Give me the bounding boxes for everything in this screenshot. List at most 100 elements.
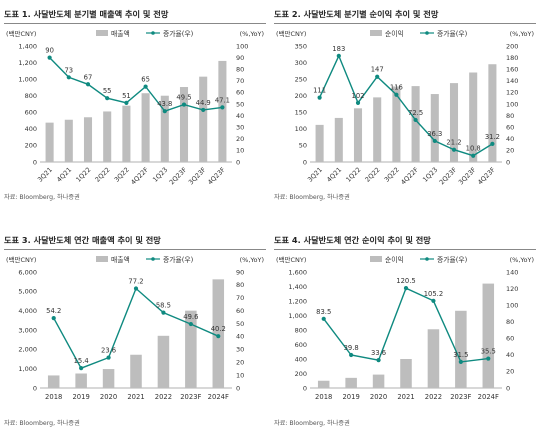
y-tick-right: 120 — [506, 89, 518, 97]
x-tick-label: 2023F — [450, 393, 471, 401]
growth-point — [162, 109, 167, 114]
y-tick-left: 300 — [295, 59, 307, 67]
y-tick-left: 1,000 — [18, 365, 37, 373]
legend-line-marker — [151, 31, 155, 35]
y-tick-left: 200 — [295, 370, 307, 378]
chart-title: 도표 1. 사달반도체 분기별 매출액 추이 및 전망 — [4, 9, 169, 19]
bar — [353, 108, 363, 162]
title-divider — [274, 249, 536, 250]
data-label: 10.8 — [466, 145, 481, 153]
growth-point — [181, 102, 187, 107]
y-tick-right: 100 — [506, 301, 518, 309]
legend-line-marker — [151, 257, 155, 261]
growth-point — [106, 355, 111, 360]
right-axis-unit: (%,YoY) — [240, 30, 264, 38]
growth-point — [471, 153, 476, 158]
y-tick-left: 600 — [25, 109, 37, 117]
legend-bar-swatch — [370, 256, 382, 262]
growth-point — [458, 359, 463, 364]
data-label: 49.6 — [183, 313, 198, 321]
right-axis-unit: (%,YoY) — [510, 30, 534, 38]
bar — [469, 72, 478, 162]
legend-bar-label: 순이익 — [385, 255, 404, 264]
data-label: 43.8 — [157, 100, 172, 108]
y-tick-right: 30 — [236, 346, 244, 354]
data-label: 21.2 — [446, 139, 461, 147]
growth-point — [188, 321, 193, 327]
y-tick-left: 2,000 — [18, 346, 37, 354]
growth-point — [216, 334, 221, 339]
x-tick-label: 2019 — [72, 393, 89, 401]
data-label: 90 — [45, 47, 54, 55]
chart-svg: (백만CNY) (%,YoY)순이익 증가율(우)02004006008001,00… — [276, 255, 534, 401]
growth-point — [220, 105, 225, 110]
data-label: 31.5 — [453, 351, 468, 359]
data-label: 111 — [313, 87, 326, 95]
data-label: 73 — [64, 66, 73, 74]
bar — [411, 86, 420, 162]
y-tick-left: 4,000 — [18, 307, 37, 315]
growth-point — [201, 107, 206, 113]
source-note: 자료: Bloomberg, 하나증권 — [274, 194, 350, 201]
left-axis-unit: (백만CNY) — [276, 29, 306, 38]
x-tick-label: 4Q22F — [399, 166, 420, 187]
x-tick-label: 1Q22 — [344, 166, 362, 184]
y-tick-right: 100 — [506, 100, 518, 108]
y-tick-right: 160 — [506, 66, 518, 74]
source-note: 자료: Bloomberg, 하나증권 — [274, 420, 350, 427]
y-tick-right: 90 — [236, 268, 244, 276]
bar — [160, 95, 169, 162]
y-tick-left: 1,600 — [288, 268, 307, 276]
y-tick-right: 100 — [236, 42, 248, 50]
chart-panel-1: 도표 1. 사달반도체 분기별 매출액 추이 및 전망 (백만CNY) (%,Yo… — [4, 2, 266, 207]
data-label: 67 — [84, 73, 93, 81]
y-tick-left: 400 — [295, 355, 307, 363]
y-tick-right: 0 — [236, 158, 240, 166]
left-axis-unit: (백만CNY) — [6, 255, 36, 264]
x-tick-label: 2018 — [45, 393, 62, 401]
y-tick-left: 1,400 — [288, 283, 307, 291]
data-label: 105.2 — [424, 290, 443, 298]
x-tick-label: 2019 — [342, 393, 359, 401]
left-axis-unit: (백만CNY) — [276, 255, 306, 264]
bar — [141, 93, 150, 162]
bar — [45, 122, 54, 162]
growth-line — [318, 54, 493, 157]
bar — [427, 329, 440, 388]
y-tick-left: 1,000 — [288, 312, 307, 320]
x-tick-label: 1Q23 — [151, 166, 169, 184]
data-label: 83.5 — [316, 308, 331, 316]
x-tick-label: 2022 — [425, 393, 442, 401]
chart-panel-4: 도표 4. 사달반도체 연간 순이익 추이 및 전망 (백만CNY) (%,YoY… — [274, 228, 536, 433]
bar — [122, 105, 131, 162]
y-tick-right: 80 — [236, 66, 244, 74]
x-tick-label: 3Q22 — [113, 166, 131, 184]
y-tick-left: 0 — [33, 384, 37, 392]
bar — [400, 359, 412, 388]
bar — [372, 374, 385, 388]
data-label: 54.2 — [46, 307, 61, 315]
right-axis-unit: (%,YoY) — [240, 256, 264, 264]
data-label: 35.5 — [481, 348, 496, 356]
y-tick-left: 100 — [295, 125, 307, 133]
legend-line-label: 증가율(우) — [163, 29, 194, 38]
bar — [102, 369, 115, 388]
growth-point — [124, 100, 129, 105]
bar — [373, 97, 382, 162]
y-tick-left: 200 — [295, 92, 307, 100]
bar — [64, 119, 73, 162]
growth-point — [355, 100, 361, 105]
x-tick-label: 2020 — [370, 393, 387, 401]
legend-bar-swatch — [370, 30, 382, 36]
data-label: 15.4 — [74, 357, 89, 365]
y-tick-right: 80 — [506, 318, 514, 326]
legend-line-marker — [425, 31, 429, 35]
x-tick-label: 2023F — [180, 393, 201, 401]
y-tick-left: 200 — [25, 142, 37, 150]
growth-point — [317, 95, 322, 100]
data-label: 58.5 — [156, 302, 171, 310]
y-tick-right: 140 — [506, 268, 518, 276]
bar — [212, 279, 225, 388]
chart-panel-3: 도표 3. 사달반도체 연간 매출액 추이 및 전망 (백만CNY) (%,YoY… — [4, 228, 266, 433]
y-tick-right: 20 — [236, 135, 244, 143]
